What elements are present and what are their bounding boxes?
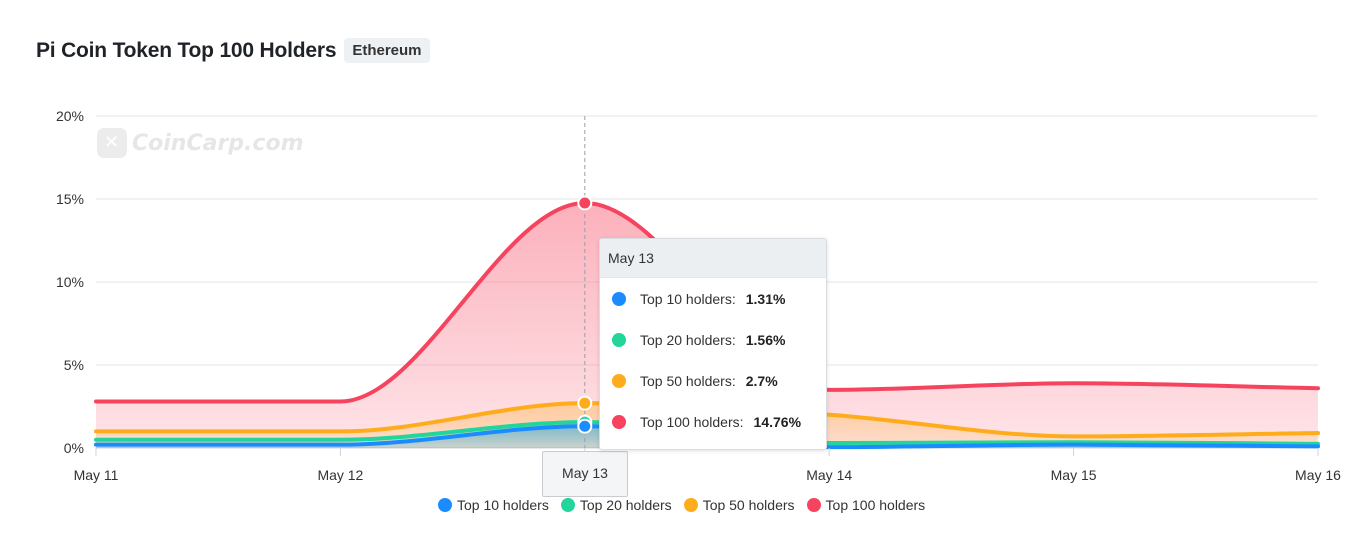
legend-item-top10[interactable]: Top 10 holders: [438, 497, 549, 513]
legend-dot-icon: [438, 498, 452, 512]
hover-markers: [577, 195, 593, 434]
tooltip-date: May 13: [600, 239, 826, 278]
x-tick-label: May 11: [74, 467, 119, 483]
y-tick-label: 5%: [64, 357, 84, 373]
network-badge: Ethereum: [344, 38, 430, 63]
watermark-text: CoinCarp.com: [132, 130, 304, 156]
series-color-dot-icon: [612, 291, 626, 306]
watermark: CoinCarp.com: [97, 128, 304, 158]
tooltip-label: Top 10 holders:: [640, 290, 736, 307]
legend-item-top100[interactable]: Top 100 holders: [806, 497, 926, 513]
legend-label: Top 100 holders: [825, 497, 926, 513]
tooltip-value: 1.56%: [745, 331, 786, 348]
x-tick-label: May 14: [806, 467, 852, 483]
tooltip-label: Top 50 holders:: [640, 372, 736, 389]
series-color-dot-icon: [612, 373, 626, 388]
tooltip-row: Top 20 holders: 1.56%: [600, 319, 826, 360]
legend-label: Top 10 holders: [457, 497, 549, 513]
legend-item-top20[interactable]: Top 20 holders: [560, 497, 672, 513]
legend-label: Top 20 holders: [579, 497, 672, 513]
series-color-dot-icon: [612, 332, 626, 347]
tooltip-row: Top 50 holders: 2.7%: [600, 360, 826, 401]
coincarp-logo-icon: [97, 128, 127, 158]
x-tick-label: May 16: [1295, 467, 1341, 483]
tooltip-value: 14.76%: [753, 413, 802, 430]
legend-label: Top 50 holders: [702, 497, 795, 513]
chart-header: Pi Coin Token Top 100 Holders Ethereum: [36, 38, 430, 63]
y-axis: 0% 5% 10% 15% 20%: [56, 108, 84, 456]
tooltip-label: Top 100 holders:: [640, 413, 744, 430]
x-tick-label: May 12: [317, 467, 363, 483]
y-tick-label: 20%: [56, 108, 84, 124]
tooltip-row: Top 100 holders: 14.76%: [600, 401, 826, 442]
hover-x-label: May 13: [542, 451, 628, 497]
tooltip-value: 2.7%: [745, 372, 778, 389]
x-axis: May 11 May 12 May 13 May 14 May 15 May 16: [74, 448, 1341, 483]
legend: Top 10 holders Top 20 holders Top 50 hol…: [438, 497, 937, 513]
y-tick-label: 15%: [56, 191, 84, 207]
legend-dot-icon: [560, 498, 575, 512]
tooltip-row: Top 10 holders: 1.31%: [600, 278, 826, 319]
hover-point-top-50-holders: [577, 395, 593, 411]
tooltip-value: 1.31%: [745, 290, 786, 307]
legend-dot-icon: [683, 498, 698, 512]
hover-x-label-text: May 13: [562, 465, 608, 481]
y-tick-label: 10%: [56, 274, 84, 290]
x-tick-label: May 15: [1051, 467, 1097, 483]
hover-point-top-10-holders: [577, 418, 593, 434]
legend-dot-icon: [806, 498, 821, 512]
legend-item-top50[interactable]: Top 50 holders: [683, 497, 795, 513]
series-color-dot-icon: [612, 414, 626, 429]
hover-point-top-100-holders: [577, 195, 593, 211]
tooltip: May 13 Top 10 holders: 1.31% Top 20 hold…: [599, 238, 827, 450]
tooltip-label: Top 20 holders:: [640, 331, 736, 348]
page-title: Pi Coin Token Top 100 Holders: [36, 38, 337, 62]
y-tick-label: 0%: [64, 440, 84, 456]
